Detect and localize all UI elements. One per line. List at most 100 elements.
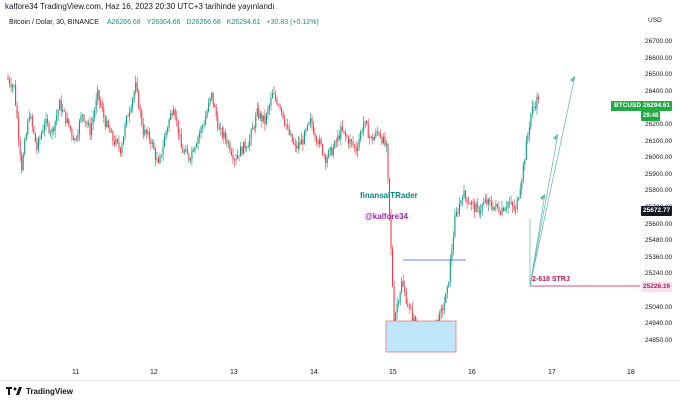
candle-body (270, 98, 272, 106)
candle-body (62, 109, 64, 112)
candle-body (171, 113, 173, 115)
candle-body (97, 90, 99, 100)
candle-body (290, 133, 292, 135)
candle-body (439, 313, 441, 325)
candle-body (285, 124, 287, 126)
candle-body (45, 118, 47, 125)
tradingview-brand[interactable]: TradingView (6, 386, 73, 396)
candle-body (496, 203, 498, 208)
candle-body (407, 303, 409, 307)
candle-body (287, 125, 289, 128)
candle-body (185, 149, 187, 152)
candle-body (77, 134, 79, 139)
candle-body (331, 147, 333, 156)
candle-body (249, 139, 251, 147)
candle-body (63, 109, 65, 112)
candle-body (75, 138, 77, 140)
candle-body (360, 131, 362, 140)
candle-body (399, 292, 401, 303)
price-chart[interactable] (0, 14, 640, 366)
candle-body (31, 116, 33, 127)
candle-body (464, 190, 467, 198)
candle-body (385, 143, 388, 146)
candle-body (319, 139, 321, 145)
candle-body (264, 115, 266, 125)
candle-body (109, 127, 111, 133)
candle-body (238, 155, 240, 157)
candle-body (309, 118, 312, 123)
candle-body (129, 111, 131, 117)
candle-body (521, 179, 523, 190)
candle-body (78, 121, 80, 135)
candle-body (340, 126, 342, 139)
candle-body (393, 286, 395, 323)
candle-body (528, 127, 530, 135)
candle-body (148, 131, 150, 140)
candle-body (74, 138, 76, 141)
price-tick: 26600.00 (645, 54, 673, 62)
candle-body (443, 303, 445, 311)
candle-body (30, 116, 32, 118)
candle-body (212, 92, 214, 105)
price-tick: 26100.00 (645, 137, 673, 145)
author-handle: finansalTRader (360, 191, 418, 200)
candle-body (81, 114, 84, 117)
time-axis[interactable]: 11 12 13 14 15 16 17 18 (0, 366, 640, 380)
candle-body (191, 150, 193, 159)
candle-body (524, 159, 526, 165)
candle-body (227, 142, 229, 144)
candle-body (48, 123, 50, 133)
candle-body (12, 85, 14, 88)
candle-body (165, 131, 167, 137)
candle-body (314, 133, 316, 137)
candle-body (194, 147, 196, 152)
candle-body (243, 141, 245, 155)
candle-body (80, 116, 82, 122)
candle-body (259, 113, 261, 119)
candle-body (246, 147, 248, 149)
price-tick: 26200.00 (645, 121, 673, 128)
brand-name: TradingView (26, 386, 73, 396)
candle-body (452, 237, 454, 251)
candle-body (487, 199, 489, 205)
price-tick: 25900.00 (645, 170, 673, 178)
candle-body (42, 130, 44, 134)
candle-body (469, 203, 471, 205)
candle-body (510, 202, 512, 204)
candle-body (139, 108, 141, 111)
candle-body (236, 155, 239, 159)
candle-body (224, 132, 226, 140)
candle-body (367, 124, 369, 138)
candle-body (308, 122, 310, 125)
price-axis[interactable]: USD 26700.0026600.0026500.0026400.002630… (640, 14, 680, 366)
candle-body (261, 113, 263, 122)
candle-body (291, 133, 293, 142)
projection-arrow-1 (570, 76, 575, 82)
candle-body (156, 158, 158, 160)
candle-body (206, 111, 208, 118)
close-value: K26294.61 (226, 19, 261, 26)
candle-body (208, 103, 210, 112)
candle-body (408, 306, 410, 308)
candle-body (460, 200, 462, 204)
candle-body (197, 137, 199, 145)
candle-body (461, 198, 464, 201)
candle-body (530, 113, 532, 128)
candle-body (413, 316, 415, 321)
candle-body (458, 203, 460, 214)
candle-body (256, 108, 258, 116)
price-tick: 24850.00 (645, 336, 673, 344)
candle-body (297, 142, 299, 149)
candle-body (7, 77, 9, 80)
candle-body (278, 104, 280, 106)
candle-body (195, 144, 198, 148)
candle-body (124, 124, 126, 137)
candle-body (495, 203, 497, 207)
candle-body (440, 308, 442, 314)
candle-body (240, 146, 242, 157)
candle-body (388, 178, 391, 215)
candle-body (483, 202, 485, 205)
level-tag-2: 25226.16 (641, 282, 673, 292)
candle-body (39, 138, 41, 140)
candle-body (106, 120, 108, 127)
